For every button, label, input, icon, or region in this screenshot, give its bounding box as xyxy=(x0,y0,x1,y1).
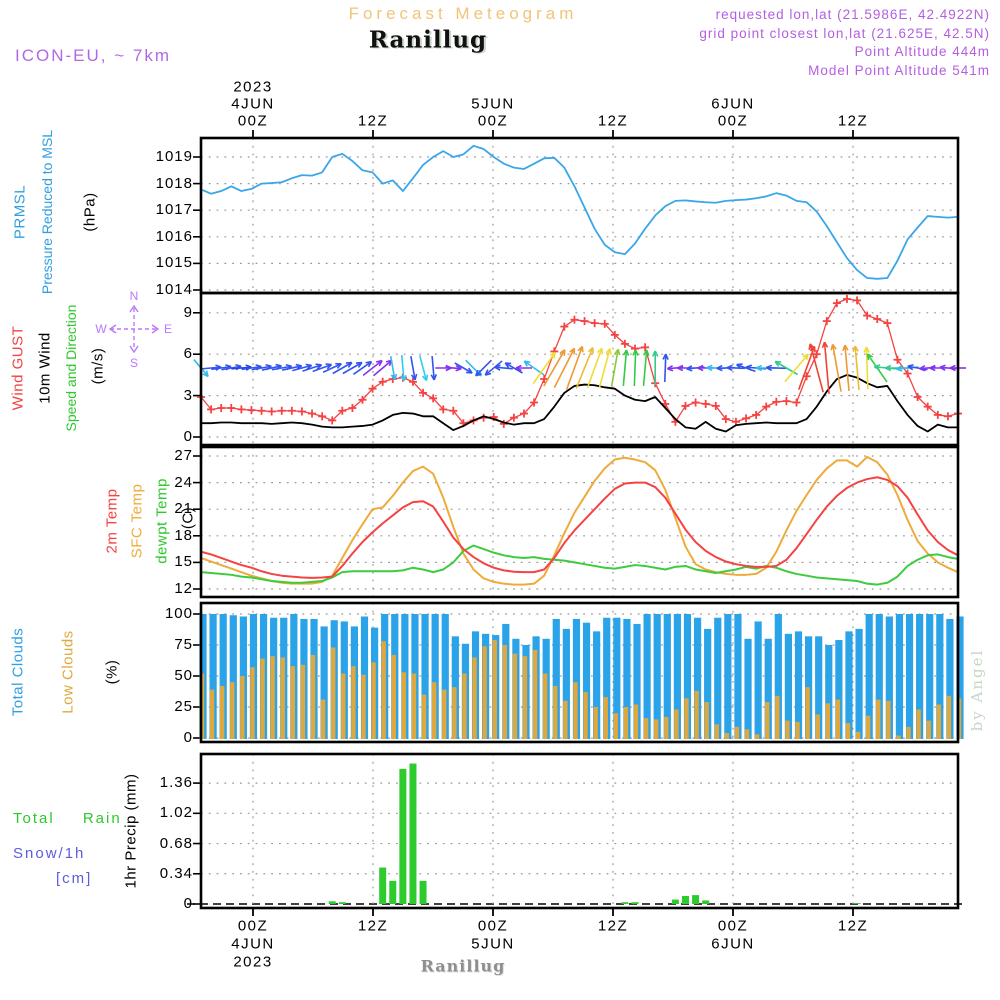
bottom-year-label: 2023 xyxy=(233,953,273,971)
temperature-ytick-27: 27 xyxy=(174,446,193,464)
compass-e: E xyxy=(164,322,172,336)
pressure-ytick-1014: 1014 xyxy=(155,281,193,298)
model-label: ICON-EU, ~ 7km xyxy=(15,46,171,65)
bottom-hour-tick-1: 12Z xyxy=(357,917,389,935)
author-watermark: by Angel xyxy=(968,648,986,732)
pressure-unit-label: (hPa) xyxy=(81,192,99,232)
precip-ytick-1.36: 1.36 xyxy=(159,774,193,792)
snow-unit-label: [cm] xyxy=(56,870,93,887)
pressure-ytick-1019: 1019 xyxy=(155,148,193,165)
top-hour-tick-1: 12Z xyxy=(357,112,389,130)
pressure-ytick-1017: 1017 xyxy=(155,201,193,219)
top-hour-tick-2: 00Z xyxy=(477,112,509,130)
top-hour-tick-4: 00Z xyxy=(717,112,749,130)
precip-axis-label: 1hr Precip (mm) xyxy=(122,773,140,889)
pressure-ytick-1015: 1015 xyxy=(155,254,193,272)
temp-dewpt-label: dewpt Temp xyxy=(153,478,171,564)
compass-rose-icon: N S W E xyxy=(95,289,172,370)
wind-dir-label: Speed and Direction xyxy=(63,304,79,432)
temperature-ytick-18: 18 xyxy=(174,526,193,544)
geo-info-block: requested lon,lat (21.5986E, 42.4922N) g… xyxy=(699,6,990,80)
precip-ytick-0.34: 0.34 xyxy=(159,864,193,882)
precip-ytick-1.02: 1.02 xyxy=(159,804,193,822)
point-altitude: Point Altitude 444m xyxy=(854,44,990,59)
footer-station-label: Ranillug xyxy=(420,956,506,976)
temp-2m-label: 2m Temp xyxy=(103,488,121,554)
top-hour-tick-0: 00Z xyxy=(237,112,269,130)
requested-coords: requested lon,lat (21.5986E, 42.4922N) xyxy=(715,7,990,22)
clouds-ytick-75: 75 xyxy=(174,636,193,653)
clouds-ytick-50: 50 xyxy=(174,667,193,684)
pressure-ytick-1016: 1016 xyxy=(155,227,193,245)
pressure-desc-label: Pressure Reduced to MSL xyxy=(39,129,55,295)
top-day-tick-2: 6JUN xyxy=(711,95,755,113)
bottom-hour-tick-4: 00Z xyxy=(717,917,749,935)
temperature-ytick-21: 21 xyxy=(174,500,193,518)
clouds-ytick-0: 0 xyxy=(183,729,193,746)
wind-ytick-9: 9 xyxy=(183,303,193,321)
model-point-altitude: Model Point Altitude 541m xyxy=(808,62,990,78)
clouds-ytick-25: 25 xyxy=(174,698,193,715)
temperature-ytick-15: 15 xyxy=(174,553,193,571)
bottom-day-tick-1: 5JUN xyxy=(471,935,515,953)
top-hour-tick-3: 12Z xyxy=(597,112,629,130)
grid-point-coords: grid point closest lon,lat (21.625E, 42.… xyxy=(699,25,990,41)
total-clouds-label: Total Clouds xyxy=(9,627,27,717)
compass-s: S xyxy=(130,356,138,370)
forecast-title: Forecast Meteogram xyxy=(348,4,578,23)
top-day-tick-0: 4JUN xyxy=(231,95,275,113)
wind-10m-label: 10m Wind xyxy=(36,332,54,404)
total-rain-label: Total Rain xyxy=(13,810,122,827)
bottom-hour-tick-2: 00Z xyxy=(477,917,509,935)
clouds-ytick-100: 100 xyxy=(164,605,193,622)
top-day-tick-1: 5JUN xyxy=(471,95,515,113)
page-title: Ranillug xyxy=(368,26,488,54)
bottom-day-tick-2: 6JUN xyxy=(711,935,755,953)
compass-w: W xyxy=(95,322,107,336)
pressure-ytick-1018: 1018 xyxy=(155,174,193,192)
snow-label: Snow/1h xyxy=(13,845,86,862)
compass-n: N xyxy=(130,289,139,303)
bottom-hour-tick-0: 00Z xyxy=(237,917,269,935)
pressure-name-label: PRMSL xyxy=(11,184,29,240)
wind-gust-label: Wind GUST xyxy=(9,325,27,411)
precip-ytick-0.68: 0.68 xyxy=(159,834,193,852)
low-clouds-label: Low Clouds xyxy=(59,630,77,714)
temperature-ytick-24: 24 xyxy=(174,473,193,491)
precip-ytick-0: 0 xyxy=(183,895,193,912)
top-year-label: 2023 xyxy=(233,78,273,96)
temperature-ytick-12: 12 xyxy=(174,580,193,597)
bottom-hour-tick-3: 12Z xyxy=(597,917,629,935)
top-hour-tick-5: 12Z xyxy=(837,112,869,130)
clouds-unit-label: (%) xyxy=(103,659,121,685)
wind-ytick-6: 6 xyxy=(183,345,193,363)
temp-sfc-label: SFC Temp xyxy=(128,483,146,559)
bottom-hour-tick-5: 12Z xyxy=(837,917,869,935)
wind-ytick-0: 0 xyxy=(183,428,193,445)
wind-ytick-3: 3 xyxy=(183,386,193,404)
bottom-day-tick-0: 4JUN xyxy=(231,935,275,953)
